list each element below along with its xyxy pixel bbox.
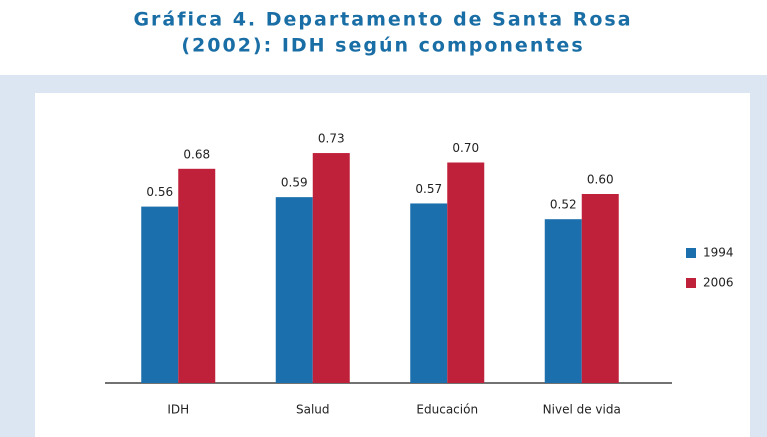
- bar: [141, 206, 179, 383]
- data-label: 0.70: [452, 141, 479, 155]
- bar: [447, 162, 485, 383]
- bar: [581, 194, 619, 383]
- bar: [312, 153, 350, 383]
- data-label: 0.60: [587, 173, 614, 187]
- data-label: 0.73: [318, 132, 345, 146]
- x-tick-label: Educación: [416, 403, 478, 417]
- chart-title: Gráfica 4. Departamento de Santa Rosa: [133, 9, 632, 31]
- bar: [178, 168, 216, 383]
- legend-label: 1994: [703, 246, 734, 260]
- bar: [544, 219, 582, 383]
- data-label: 0.56: [146, 185, 173, 199]
- legend-label: 2006: [703, 276, 734, 290]
- chart-subtitle: (2002): IDH según componentes: [181, 35, 584, 57]
- data-label: 0.52: [550, 198, 577, 212]
- data-label: 0.59: [281, 176, 308, 190]
- x-tick-label: IDH: [167, 403, 189, 417]
- x-tick-label: Salud: [296, 403, 330, 417]
- data-label: 0.57: [415, 182, 442, 196]
- legend-swatch: [686, 278, 696, 288]
- x-tick-label: Nivel de vida: [543, 403, 621, 417]
- bar: [410, 203, 448, 383]
- bar: [275, 197, 313, 383]
- legend-swatch: [686, 248, 696, 258]
- data-label: 0.68: [183, 147, 210, 161]
